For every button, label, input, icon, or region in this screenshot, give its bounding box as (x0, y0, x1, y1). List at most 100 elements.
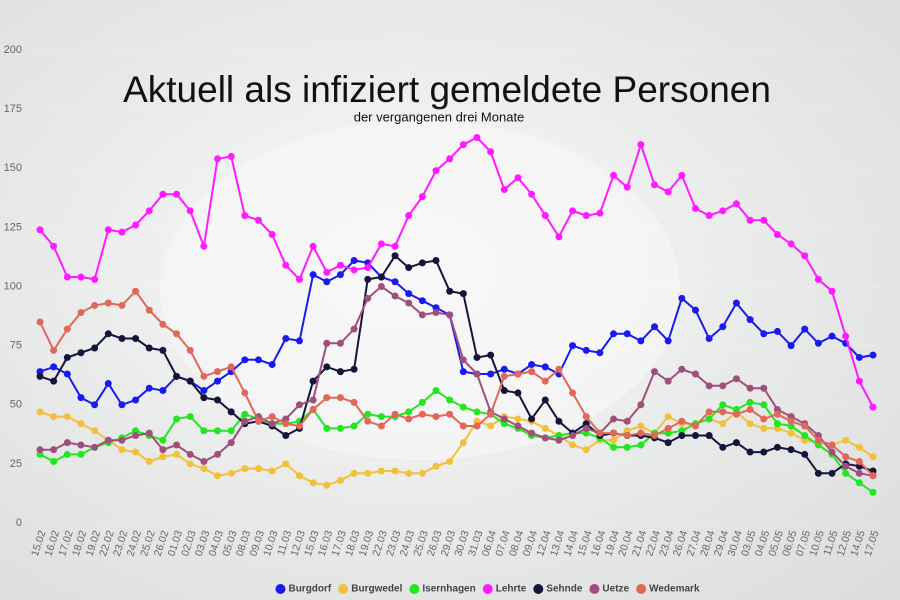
data-point (268, 420, 276, 428)
data-point (541, 363, 549, 371)
data-point (705, 408, 713, 416)
data-point (391, 252, 399, 260)
data-point (405, 264, 413, 272)
data-point (132, 448, 140, 456)
data-point (596, 429, 604, 437)
data-point (446, 396, 454, 404)
data-point (309, 271, 317, 279)
data-point (295, 422, 303, 430)
data-point (63, 325, 71, 333)
data-point (678, 171, 686, 179)
data-point (500, 372, 508, 380)
data-point (555, 365, 563, 373)
data-point (418, 259, 426, 267)
data-point (432, 256, 440, 264)
data-point (596, 349, 604, 357)
data-point (664, 424, 672, 432)
data-point (214, 472, 222, 480)
legend-label: Wedemark (649, 584, 700, 595)
data-point (664, 188, 672, 196)
data-point (500, 365, 508, 373)
data-point (623, 417, 631, 425)
data-point (323, 424, 331, 432)
data-point (541, 396, 549, 404)
data-point (159, 446, 167, 454)
data-point (295, 472, 303, 480)
data-point (746, 398, 754, 406)
legend-marker (338, 584, 349, 594)
data-point (50, 413, 58, 421)
data-point (145, 306, 153, 314)
data-point (118, 228, 126, 236)
data-point (842, 332, 850, 340)
data-point (473, 370, 481, 378)
data-point (118, 436, 126, 444)
data-point (528, 361, 536, 369)
data-point (541, 212, 549, 220)
data-point (610, 436, 618, 444)
data-point (214, 377, 222, 385)
data-point (91, 401, 99, 409)
data-point (787, 429, 795, 437)
data-point (541, 424, 549, 432)
data-point (432, 309, 440, 317)
data-point (705, 212, 713, 220)
data-point (145, 384, 153, 392)
data-point (268, 467, 276, 475)
data-point (705, 335, 713, 343)
data-point (77, 273, 85, 281)
data-point (691, 204, 699, 212)
data-point (50, 377, 58, 385)
legend-marker (636, 584, 647, 594)
data-point (200, 387, 208, 395)
data-point (773, 410, 781, 418)
data-point (719, 323, 727, 331)
data-point (132, 335, 140, 343)
data-point (323, 278, 331, 286)
data-point (227, 469, 235, 477)
data-point (391, 242, 399, 250)
data-point (760, 330, 768, 338)
data-point (323, 339, 331, 347)
data-point (364, 275, 372, 283)
data-point (104, 226, 112, 234)
data-point (801, 422, 809, 430)
data-point (582, 424, 590, 432)
data-point (569, 342, 577, 350)
data-point (855, 479, 863, 487)
legend-label: Lehrte (496, 584, 527, 595)
legend-marker (533, 584, 544, 594)
data-point (719, 443, 727, 451)
data-point (254, 216, 262, 224)
data-point (241, 417, 249, 425)
background-blur (160, 120, 680, 460)
data-point (309, 377, 317, 385)
chart-title: Aktuell als infiziert gemeldete Personen (123, 69, 771, 110)
data-point (159, 190, 167, 198)
data-point (691, 306, 699, 314)
data-point (637, 141, 645, 149)
data-point (268, 413, 276, 421)
data-point (336, 394, 344, 402)
data-point (623, 183, 631, 191)
data-point (159, 436, 167, 444)
data-point (623, 431, 631, 439)
data-point (227, 427, 235, 435)
data-point (596, 209, 604, 217)
data-point (186, 413, 194, 421)
data-point (691, 422, 699, 430)
data-point (487, 422, 495, 430)
legend-label: Sehnde (546, 584, 583, 595)
data-point (869, 453, 877, 461)
data-point (432, 413, 440, 421)
data-point (432, 167, 440, 175)
data-point (869, 472, 877, 480)
legend-label: Uetze (602, 584, 629, 595)
data-point (132, 431, 140, 439)
data-point (637, 401, 645, 409)
data-point (159, 320, 167, 328)
data-point (418, 398, 426, 406)
data-point (405, 408, 413, 416)
data-point (63, 370, 71, 378)
